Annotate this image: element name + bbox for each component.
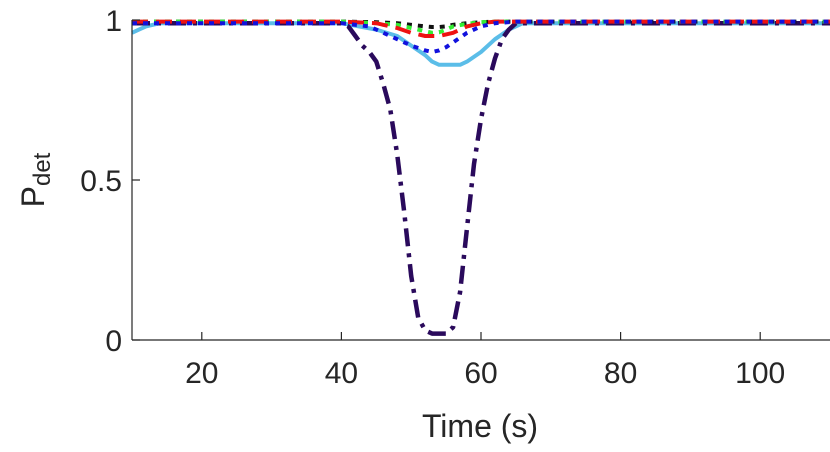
y-axis-label-main: P bbox=[15, 186, 51, 207]
x-tick-label: 20 bbox=[185, 357, 218, 390]
y-tick-label: 0 bbox=[105, 325, 122, 358]
x-tick-label: 40 bbox=[325, 357, 358, 390]
y-tick-label: 1 bbox=[105, 5, 122, 38]
axes-layer bbox=[131, 20, 830, 341]
y-axis-label-subscript: det bbox=[29, 152, 56, 186]
series-line-1 bbox=[131, 21, 830, 67]
y-tick-label: 0.5 bbox=[80, 165, 122, 198]
y-axis-label: Pdet bbox=[15, 152, 56, 207]
x-tick-label: 80 bbox=[604, 357, 637, 390]
x-axis-label: Time (s) bbox=[422, 408, 538, 444]
series-line-2 bbox=[132, 20, 830, 336]
series-layer bbox=[131, 19, 830, 336]
x-tick-label: 60 bbox=[464, 357, 497, 390]
svg-text:Pdet: Pdet bbox=[15, 152, 56, 207]
x-tick-label: 100 bbox=[735, 357, 785, 390]
series-line-6 bbox=[132, 19, 830, 54]
ticks-layer: 20 40 60 80 100 0 0.5 1 bbox=[80, 5, 785, 390]
